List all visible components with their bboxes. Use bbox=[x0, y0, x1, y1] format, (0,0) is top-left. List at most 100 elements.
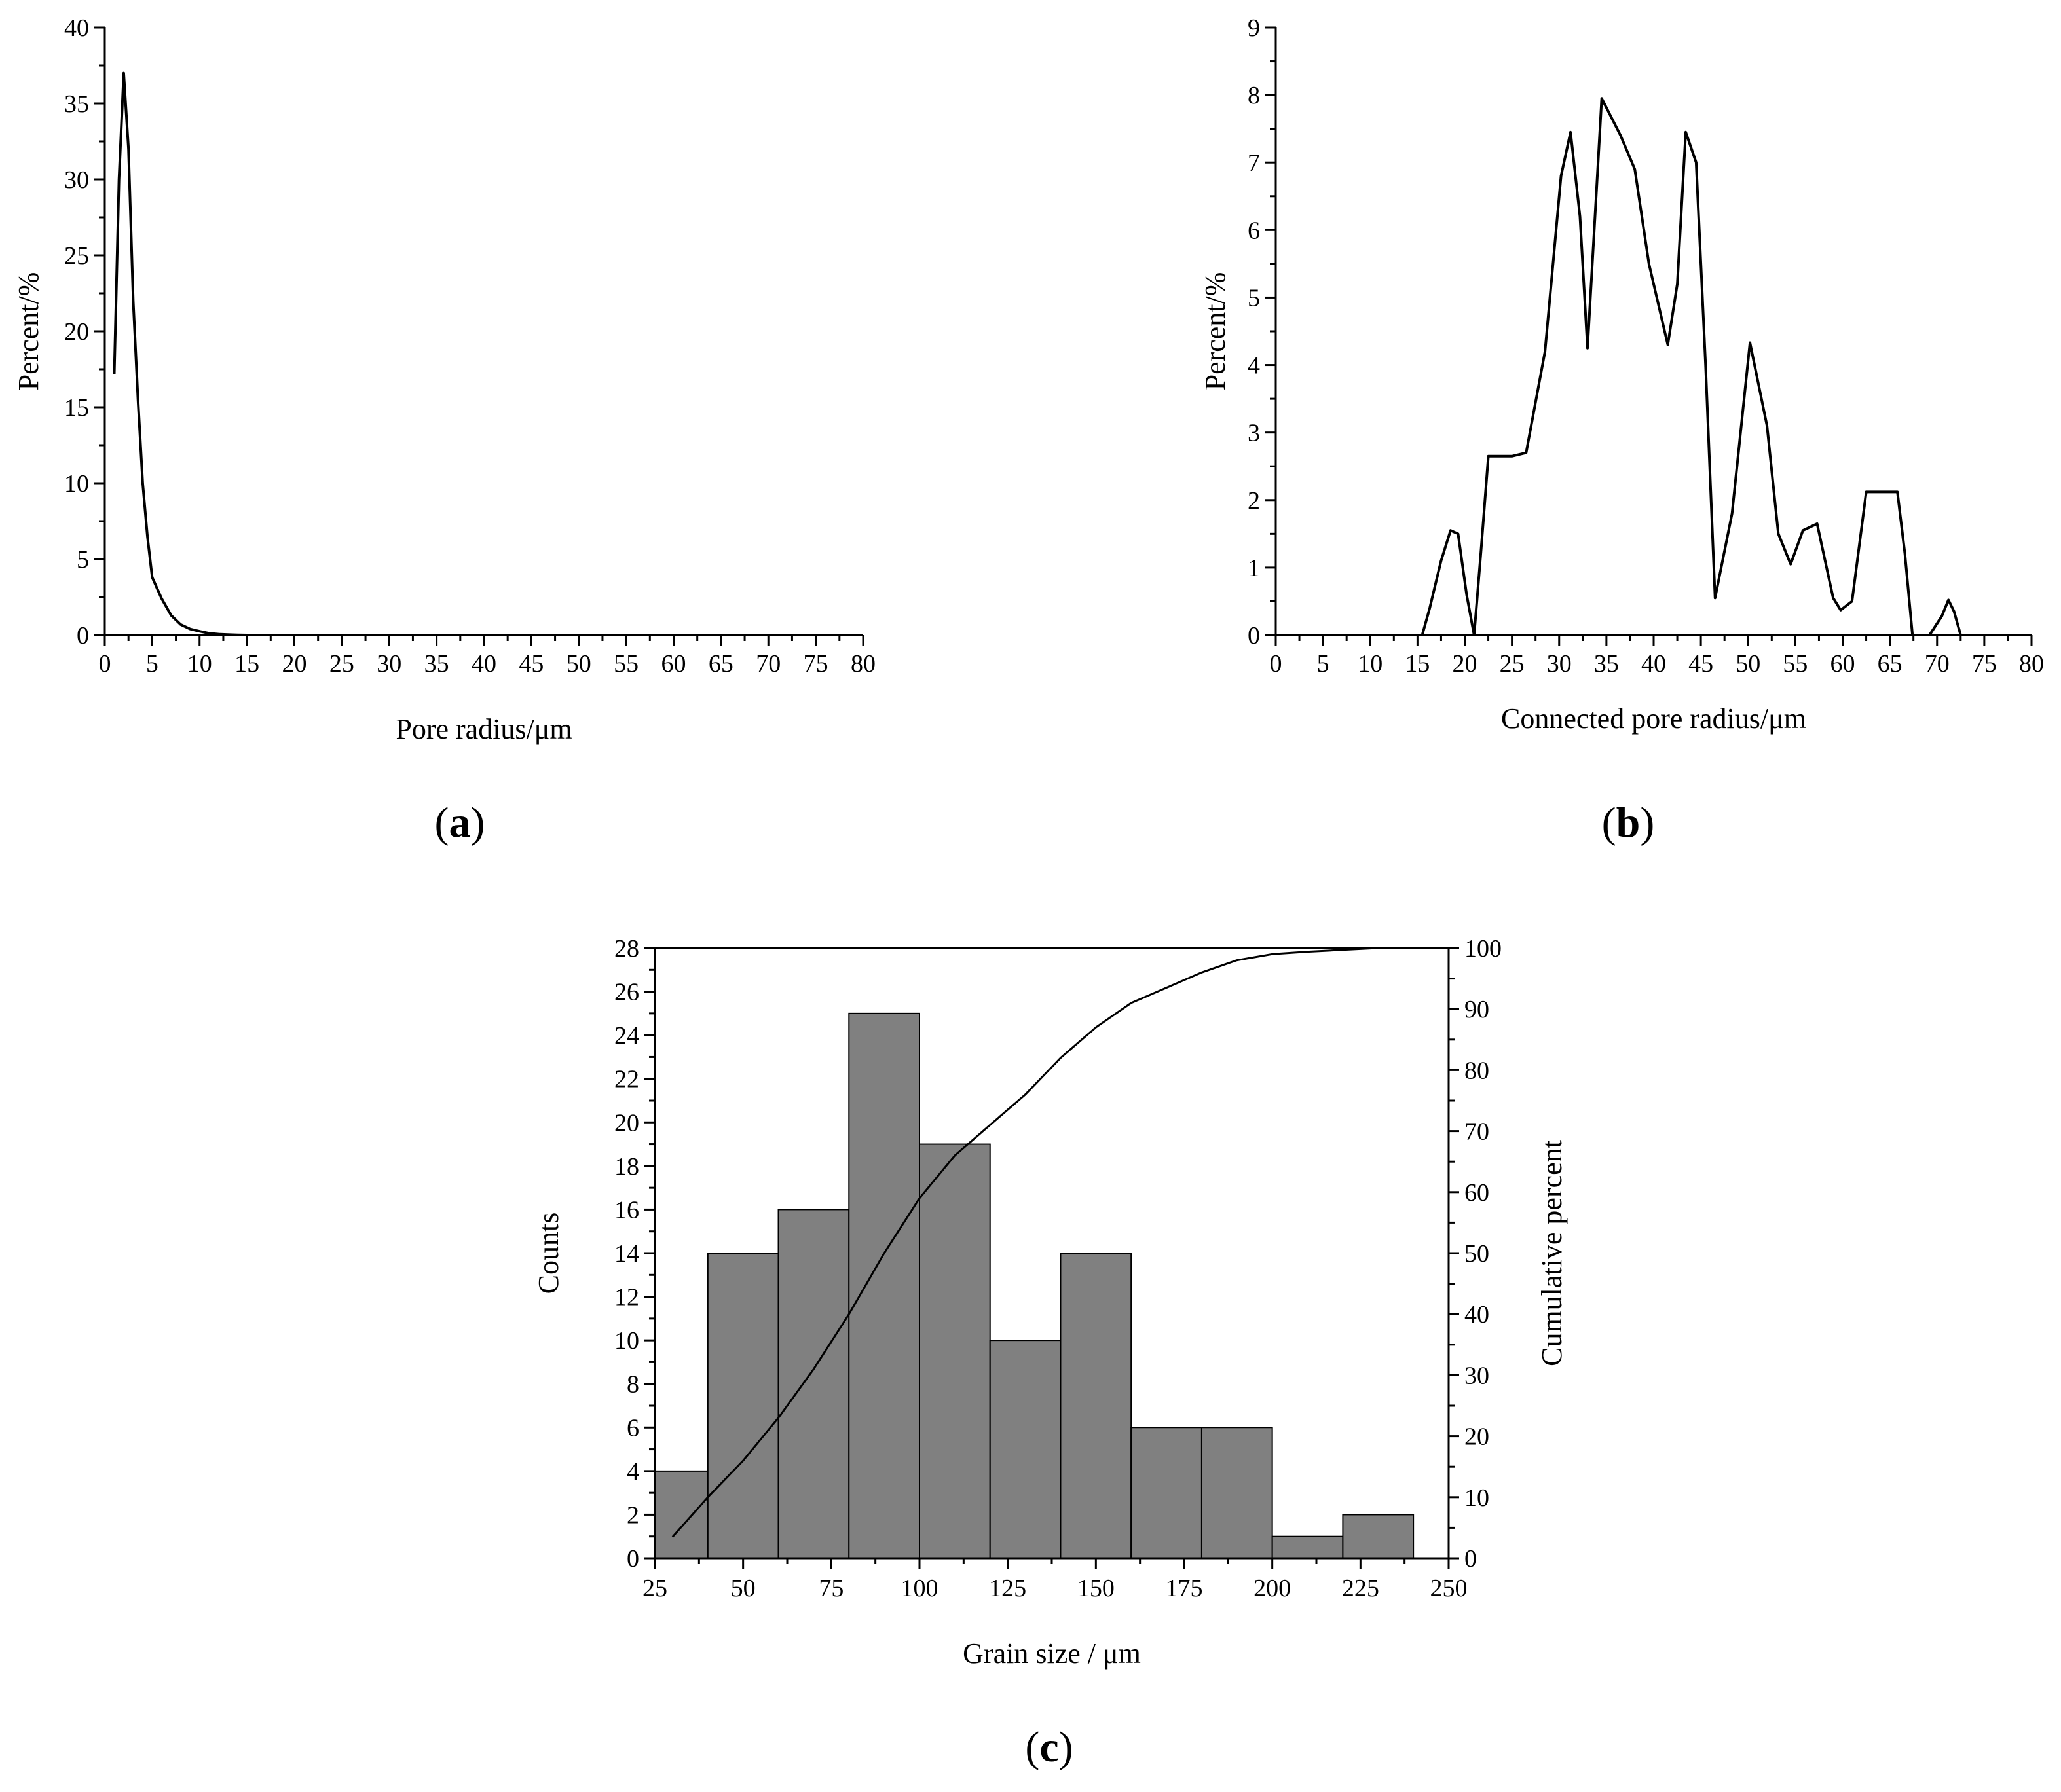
panel-b-x-tick-label: 60 bbox=[1830, 650, 1855, 678]
panel-c-bar bbox=[989, 1340, 1062, 1559]
panel-b-y-tick-label: 3 bbox=[1248, 420, 1260, 447]
panel-b-x-tick-label: 70 bbox=[1925, 650, 1950, 678]
panel-b-x-tick-label: 50 bbox=[1736, 650, 1760, 678]
panel-b-y-tick-label: 7 bbox=[1248, 149, 1260, 177]
panel-b-x-axis-label: Connected pore radius/μm bbox=[1501, 703, 1806, 735]
panel-c-y-tick-label: 14 bbox=[614, 1240, 639, 1268]
panel-a-x-tick-label: 10 bbox=[187, 650, 212, 678]
panel-b-y-tick-label: 0 bbox=[1248, 622, 1260, 649]
panel-b-y-tick-label: 8 bbox=[1248, 82, 1260, 109]
panel-c-bar bbox=[1342, 1514, 1415, 1559]
panel-a-x-tick-label: 70 bbox=[756, 650, 781, 678]
panel-c-y-tick-label: 26 bbox=[614, 979, 639, 1006]
panel-a-ticks bbox=[94, 26, 864, 646]
panel-b-x-tick-label: 10 bbox=[1358, 650, 1383, 678]
panel-c-bar bbox=[848, 1012, 921, 1560]
panel-a-label: (a) bbox=[435, 799, 485, 847]
panel-a-x-tick-label: 5 bbox=[146, 650, 158, 678]
panel-c-x-axis-label: Grain size / μm bbox=[963, 1637, 1141, 1670]
panel-c-y-tick-label: 20 bbox=[614, 1109, 639, 1137]
panel-c-y2-tick-label: 100 bbox=[1464, 935, 1502, 962]
panel-c-bar bbox=[919, 1143, 991, 1559]
panel-c-x-tick-label: 175 bbox=[1166, 1575, 1203, 1602]
panel-c-x-tick-label: 100 bbox=[901, 1575, 938, 1602]
panel-c-y-tick-label: 12 bbox=[614, 1284, 639, 1311]
panel-c-ticks bbox=[644, 947, 1459, 1569]
panel-a-x-tick-label: 35 bbox=[424, 650, 449, 678]
panel-b: 0 5 10 15 20 25 30 35 40 45 50 55 60 65 70 75 8001234567… bbox=[1199, 14, 2044, 847]
panel-c-bar bbox=[1130, 1427, 1202, 1559]
panel-c-y-tick-label: 16 bbox=[614, 1196, 639, 1224]
panel-c: 25 50 75 100 125 150 175 200 225 2500246810121416… bbox=[532, 935, 1568, 1771]
panel-b-series-line bbox=[1276, 97, 2032, 636]
panel-b-y-tick-label: 5 bbox=[1248, 284, 1260, 312]
panel-c-y2-tick-label: 60 bbox=[1464, 1179, 1489, 1207]
panel-a-x-tick-label: 15 bbox=[234, 650, 259, 678]
panel-b-x-tick-label: 0 bbox=[1270, 650, 1282, 678]
panel-b-y-tick-label: 9 bbox=[1248, 14, 1260, 42]
panel-c-bar bbox=[1200, 1427, 1273, 1559]
panel-c-y-tick-label: 0 bbox=[627, 1545, 639, 1573]
panel-a-y-tick-label: 25 bbox=[64, 242, 89, 270]
panel-c-bars bbox=[654, 1012, 1415, 1560]
panel-c-bar bbox=[654, 1470, 709, 1560]
panel-c-bar bbox=[777, 1209, 850, 1559]
panel-b-x-tick-label: 30 bbox=[1547, 650, 1572, 678]
panel-c-x-tick-label: 50 bbox=[731, 1575, 756, 1602]
panel-c-x-tick-label: 75 bbox=[819, 1575, 844, 1602]
panel-a-x-tick-label: 0 bbox=[99, 650, 111, 678]
panel-c-x-tick-label: 150 bbox=[1077, 1575, 1115, 1602]
panel-b-x-tick-label: 45 bbox=[1688, 650, 1713, 678]
panel-a-x-axis-label: Pore radius/μm bbox=[396, 713, 572, 745]
panel-c-cumulative-line bbox=[671, 947, 1414, 1538]
panel-a-series-line bbox=[113, 71, 863, 636]
panel-a-x-tick-label: 50 bbox=[566, 650, 591, 678]
panel-c-x-tick-label: 25 bbox=[642, 1575, 667, 1602]
panel-c-y2-tick-label: 90 bbox=[1464, 996, 1489, 1023]
panel-c-y2-tick-label: 0 bbox=[1464, 1545, 1477, 1573]
panel-c-y-tick-label: 2 bbox=[627, 1501, 639, 1529]
panel-a-x-tick-label: 25 bbox=[329, 650, 354, 678]
panel-a-letter: a bbox=[449, 799, 471, 847]
panel-b-x-tick-label: 65 bbox=[1878, 650, 1903, 678]
panel-a-x-tick-label: 60 bbox=[661, 650, 686, 678]
panel-c-y2-tick-label: 50 bbox=[1464, 1240, 1489, 1268]
panel-a-y-tick-label: 5 bbox=[77, 546, 89, 574]
panel-b-x-tick-label: 80 bbox=[2019, 650, 2044, 678]
panel-a-x-tick-label: 75 bbox=[804, 650, 828, 678]
panel-c-y2-tick-label: 10 bbox=[1464, 1484, 1489, 1512]
panel-b-x-tick-label: 20 bbox=[1453, 650, 1477, 678]
panel-c-bar bbox=[707, 1253, 779, 1559]
panel-a-y-tick-label: 30 bbox=[64, 166, 89, 194]
panel-c-y-tick-label: 6 bbox=[627, 1414, 639, 1442]
panel-c-y2-tick-label: 70 bbox=[1464, 1118, 1489, 1146]
panel-b-y-tick-label: 2 bbox=[1248, 487, 1260, 515]
panel-c-y-tick-label: 18 bbox=[614, 1153, 639, 1180]
panel-b-x-tick-label: 75 bbox=[1972, 650, 1997, 678]
panel-c-y-tick-label: 8 bbox=[627, 1371, 639, 1399]
panel-a-y-tick-label: 10 bbox=[64, 470, 89, 498]
panel-a-y-axis-label: Percent/% bbox=[12, 272, 45, 391]
panel-c-y-tick-label: 22 bbox=[614, 1066, 639, 1093]
panel-b-label: (b) bbox=[1602, 799, 1655, 847]
panel-b-x-tick-label: 40 bbox=[1641, 650, 1666, 678]
panel-a-x-tick-label: 20 bbox=[282, 650, 307, 678]
panel-a-y-tick-label: 40 bbox=[64, 14, 89, 42]
panel-c-y2-tick-label: 80 bbox=[1464, 1057, 1489, 1084]
panel-c-label: (c) bbox=[1025, 1723, 1073, 1771]
panel-c-x-tick-label: 200 bbox=[1253, 1575, 1291, 1602]
panel-c-y2-tick-label: 40 bbox=[1464, 1301, 1489, 1328]
panel-a-x-tick-label: 45 bbox=[519, 650, 544, 678]
panel-c-bar bbox=[1060, 1253, 1132, 1559]
panel-c-letter: c bbox=[1039, 1723, 1058, 1771]
panel-c-y-tick-label: 10 bbox=[614, 1327, 639, 1355]
panel-a-x-tick-label: 30 bbox=[377, 650, 401, 678]
panel-a-x-tick-label: 40 bbox=[472, 650, 496, 678]
panel-c-y-tick-label: 24 bbox=[614, 1022, 639, 1050]
panel-b-x-tick-label: 55 bbox=[1783, 650, 1808, 678]
panel-b-ticks bbox=[1265, 26, 2033, 646]
panel-b-y-tick-label: 1 bbox=[1248, 555, 1260, 582]
panel-c-y2-tick-label: 20 bbox=[1464, 1423, 1489, 1451]
panel-c-tick-labels: 25 50 75 100 125 150 175 200 225 2500246810121416… bbox=[614, 935, 1502, 1602]
panel-b-x-tick-label: 25 bbox=[1500, 650, 1525, 678]
